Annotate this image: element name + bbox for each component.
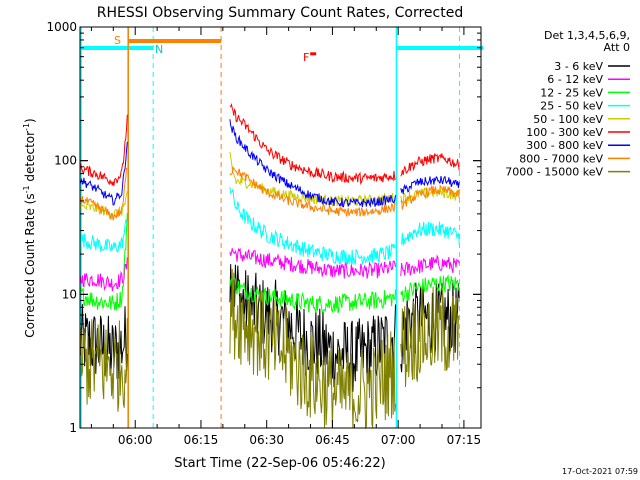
chart-title: RHESSI Observing Summary Count Rates, Co…: [97, 5, 463, 21]
axes: 1 10 100 1000 06:00 06:15 06:30 06:45 07:00 07:15: [46, 20, 481, 447]
x-tick-label: 06:00: [118, 433, 153, 447]
footer-date: 17-Oct-2021 07:59: [562, 467, 638, 476]
series-7000-15000-keV-line: [400, 286, 460, 388]
series-7000-15000-keV-line: [79, 318, 128, 412]
x-tick-label: 07:15: [447, 433, 482, 447]
legend-entry-label: 12 - 25 keV: [540, 86, 603, 99]
saa-label: S: [114, 34, 121, 47]
series-6-12-keV-line: [400, 254, 460, 277]
series-25-50-keV-line: [79, 218, 128, 253]
legend-header-line2: Att 0: [604, 41, 630, 54]
series-300-800-keV-line: [229, 119, 396, 208]
series-800-7000-keV-line: [79, 167, 128, 221]
legend-entry-label: 50 - 100 keV: [533, 113, 603, 126]
legend-entry-label: 800 - 7000 keV: [519, 152, 603, 165]
series-lines: [79, 103, 460, 430]
series-25-50-keV-line: [400, 221, 460, 246]
series-100-300-keV-line: [229, 103, 396, 186]
series-12-25-keV-line: [229, 276, 396, 315]
series-100-300-keV-line: [79, 114, 128, 187]
y-tick-label: 100: [54, 154, 77, 168]
series-12-25-keV-line: [400, 274, 460, 302]
night-label: N: [155, 43, 163, 56]
y-tick-label: 10: [62, 287, 77, 301]
series-800-7000-keV-line: [400, 184, 460, 210]
y-tick-label: 1: [69, 421, 77, 435]
x-tick-label: 06:30: [249, 433, 284, 447]
y-axis-label: Corrected Count Rate (s-1 detector-1): [22, 118, 37, 337]
flare-label: F: [303, 51, 309, 64]
interval-markers: [80, 27, 483, 428]
x-axis-label: Start Time (22-Sep-06 05:46:22): [174, 456, 385, 471]
legend-entry-label: 6 - 12 keV: [547, 73, 603, 86]
legend-entry-label: 25 - 50 keV: [540, 100, 603, 113]
plot-frame: [79, 26, 482, 429]
series-6-12-keV-line: [79, 257, 128, 292]
series-300-800-keV-line: [79, 141, 128, 206]
legend-header-line1: Det 1,3,4,5,6,9,: [544, 29, 630, 42]
legend-entry-label: 3 - 6 keV: [554, 60, 603, 73]
legend-entry-label: 100 - 300 keV: [526, 126, 603, 139]
x-tick-label: 07:00: [381, 433, 416, 447]
series-7000-15000-keV-line: [229, 268, 396, 430]
series-50-100-keV-line: [79, 191, 128, 220]
series-300-800-keV-line: [400, 175, 460, 195]
legend-entry-label: 300 - 800 keV: [526, 139, 603, 152]
series-800-7000-keV-line: [229, 166, 396, 217]
x-tick-label: 06:15: [184, 433, 219, 447]
series-12-25-keV-line: [79, 212, 128, 311]
series-100-300-keV-line: [400, 153, 460, 177]
series-25-50-keV-line: [229, 187, 396, 265]
series-6-12-keV-line: [229, 247, 396, 279]
x-tick-label: 06:45: [315, 433, 350, 447]
y-tick-label: 1000: [46, 20, 77, 34]
legend-entry-label: 7000 - 15000 keV: [505, 166, 603, 179]
